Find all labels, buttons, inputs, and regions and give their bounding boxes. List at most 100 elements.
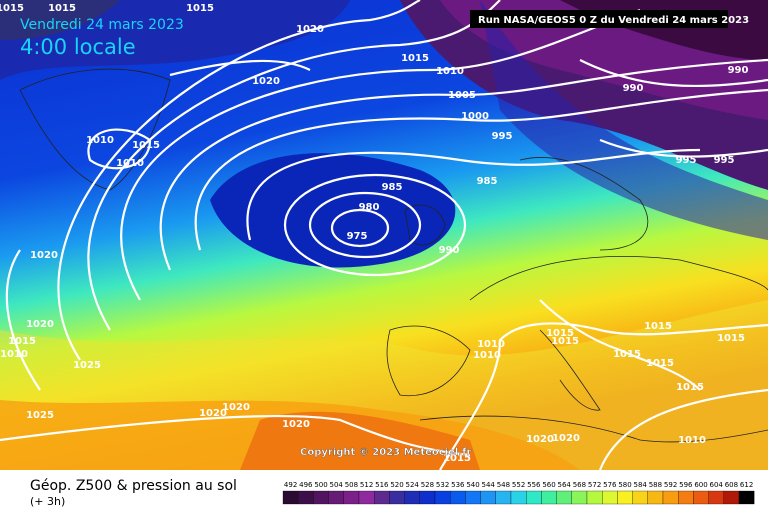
isobar-label: 1015	[646, 358, 674, 369]
scale-swatch	[693, 490, 709, 505]
isobar-label: 1015	[401, 53, 429, 64]
scale-swatch	[586, 490, 603, 505]
scale-swatch	[313, 490, 329, 505]
legend-title: Géop. Z500 & pression au sol	[30, 478, 237, 494]
scale-swatch	[602, 490, 618, 505]
scale-label: 608	[725, 481, 738, 489]
hot-core	[240, 411, 480, 470]
scale-swatch	[465, 490, 481, 505]
isobar-label: 1005	[448, 90, 476, 101]
isobar-label: 1010	[86, 135, 114, 146]
scale-swatch	[738, 490, 755, 505]
scale-label: 512	[360, 481, 373, 489]
isobar-label: 985	[382, 182, 403, 193]
isobar-label: 1015	[613, 349, 641, 360]
scale-label: 532	[436, 481, 449, 489]
scale-swatch	[526, 490, 542, 505]
isobar-label: 1020	[222, 402, 250, 413]
isobar-label: 1010	[473, 350, 501, 361]
isobar-label: 995	[492, 131, 513, 142]
scale-label: 560	[542, 481, 555, 489]
scale-label: 540	[466, 481, 479, 489]
isobar-label: 1015	[48, 3, 76, 14]
isobar-label: 1015	[551, 336, 579, 347]
scale-label: 524	[406, 481, 420, 489]
isobar-label: 975	[347, 231, 368, 242]
scale-label: 572	[588, 481, 601, 489]
run-info-box	[470, 10, 728, 28]
scale-swatch	[617, 490, 633, 505]
isobar-label: 1020	[282, 419, 310, 430]
scale-swatch	[480, 490, 496, 505]
scale-label: 552	[512, 481, 525, 489]
isobar-label: 995	[714, 155, 735, 166]
scale-swatch	[374, 490, 390, 505]
scale-swatch	[495, 490, 512, 505]
isobar-label: 990	[439, 245, 460, 256]
scale-swatch	[343, 490, 360, 505]
scale-swatch	[298, 490, 314, 505]
scale-label: 520	[390, 481, 403, 489]
copyright: Copyright © 2023 Meteociel.fr	[300, 447, 471, 458]
isobar-label: 1010	[477, 339, 505, 350]
scale-swatch	[510, 490, 527, 505]
run-info: Run NASA/GEOS5 0 Z du Vendredi 24 mars 2…	[478, 15, 749, 26]
scale-swatch	[282, 490, 299, 505]
scale-label: 604	[710, 481, 724, 489]
scale-label: 584	[634, 481, 648, 489]
isobar-label: 1015	[676, 382, 704, 393]
scale-label: 580	[618, 481, 631, 489]
isobar-label: 1020	[199, 408, 227, 419]
time: 4:00 locale	[20, 35, 136, 59]
isobar-label: 1010	[678, 435, 706, 446]
cold-core	[0, 0, 120, 40]
isobar-label: 1015	[0, 3, 24, 14]
scale-label: 596	[679, 481, 693, 489]
isobar-label: 1015	[443, 453, 471, 464]
isobar-label: 1015	[546, 328, 574, 339]
scale-swatch	[328, 490, 344, 505]
isobar-label: 990	[728, 65, 749, 76]
isobar-label: 1020	[552, 433, 580, 444]
scale-label: 564	[558, 481, 572, 489]
scale-swatch	[434, 490, 451, 505]
scale-label: 528	[421, 481, 434, 489]
scale-swatch	[723, 490, 740, 505]
isobar-label: 1000	[461, 111, 489, 122]
scale-swatch	[556, 490, 572, 505]
scale-swatch	[662, 490, 679, 505]
isobar-label: 1020	[252, 76, 280, 87]
isobar-labels: 1015101510151020102010151010100510009951…	[0, 3, 748, 464]
date: Vendredi 24 mars 2023	[20, 17, 184, 33]
isobar-label: 1010	[0, 349, 28, 360]
isobar-label: 1010	[116, 158, 144, 169]
scale-swatch	[708, 490, 724, 505]
isobar-label: 995	[676, 155, 697, 166]
scale-label: 600	[694, 481, 707, 489]
scale-label: 568	[573, 481, 586, 489]
scale-swatch	[358, 490, 375, 505]
isobar-label: 1015	[644, 321, 672, 332]
isobar-label: 1020	[26, 319, 54, 330]
scale-label: 508	[345, 481, 358, 489]
legend-subtitle: (+ 3h)	[30, 495, 65, 508]
scale-swatch	[389, 490, 405, 505]
scale-swatch	[450, 490, 466, 505]
isobar-label: 1015	[132, 140, 160, 151]
scale-swatch	[419, 490, 436, 505]
color-scale: 492 496 500 504 508 512 516 520 524 528 532 536 540 5…	[282, 481, 755, 505]
trough-band	[480, 0, 768, 240]
scale-label: 576	[603, 481, 617, 489]
scale-swatch	[541, 490, 557, 505]
scale-label: 612	[740, 481, 753, 489]
isobar-label: 1020	[30, 250, 58, 261]
isobar-label: 1010	[436, 66, 464, 77]
scale-label: 592	[664, 481, 677, 489]
scale-label: 548	[497, 481, 510, 489]
isobar-label: 990	[623, 83, 644, 94]
isobar-label: 1020	[526, 434, 554, 445]
scale-swatch	[571, 490, 588, 505]
isobar-label: 1015	[8, 336, 36, 347]
